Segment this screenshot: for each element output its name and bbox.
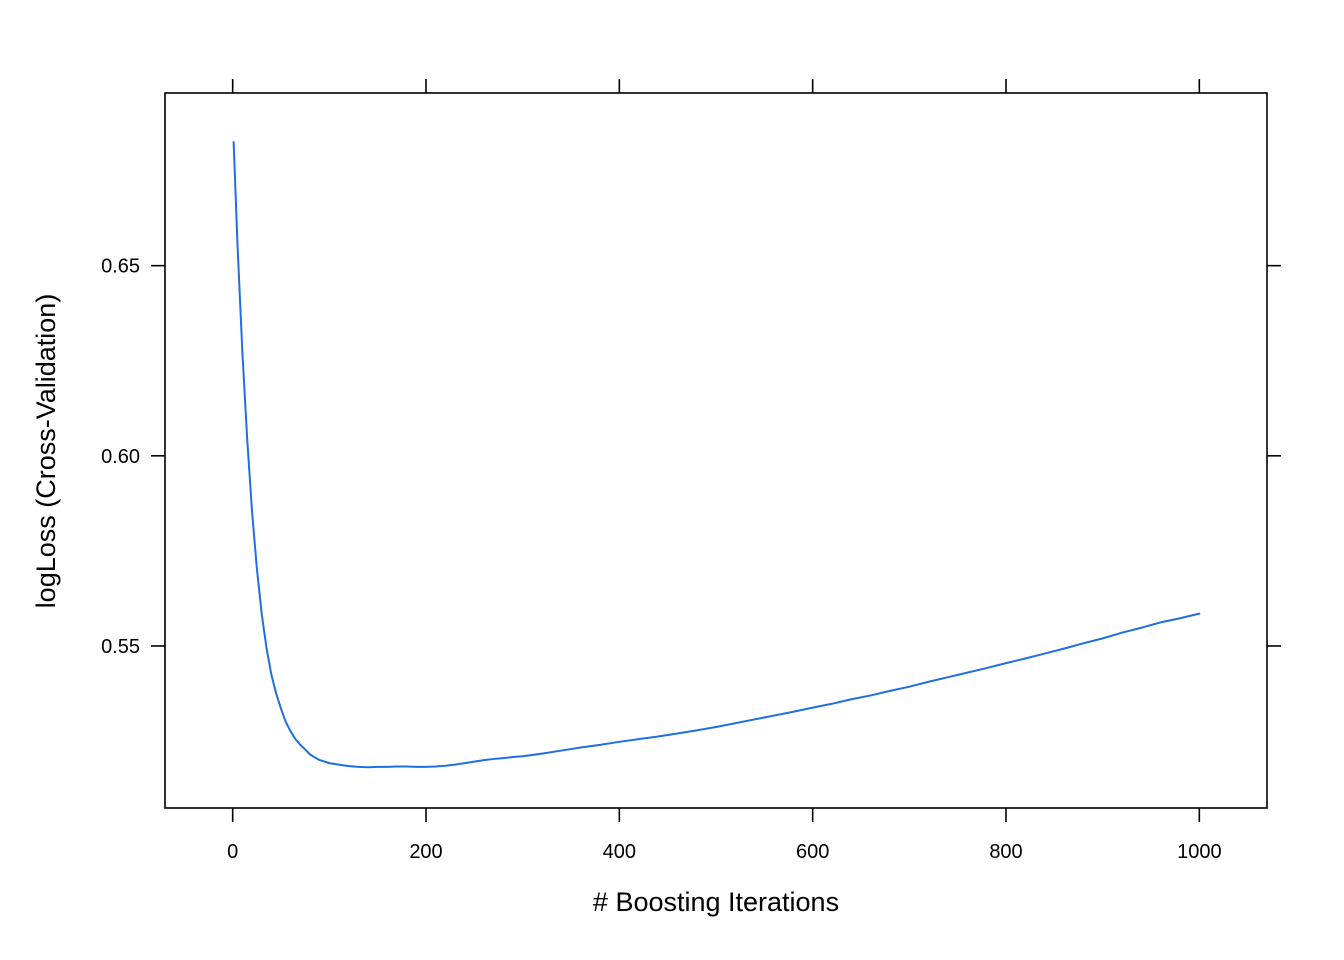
y-axis-title: logLoss (Cross-Validation)	[31, 294, 61, 609]
series-line	[232, 141, 1201, 769]
x-tick-label: 800	[989, 841, 1022, 863]
x-tick-label: 0	[227, 841, 238, 863]
x-tick-label: 600	[796, 841, 829, 863]
x-ticks-top	[231, 79, 1201, 93]
y-ticks-right	[1267, 264, 1281, 647]
x-tick-label: 200	[409, 841, 442, 863]
x-ticks-bottom	[231, 808, 1201, 822]
plot-frame	[164, 92, 1268, 809]
y-tick-labels: 0.55 0.60 0.65	[101, 256, 140, 658]
x-tick-label: 400	[603, 841, 636, 863]
x-axis-title: # Boosting Iterations	[593, 887, 839, 917]
x-tick-label: 1000	[1177, 841, 1222, 863]
x-tick-labels: 0 200 400 600 800 1000	[227, 841, 1221, 863]
y-ticks-left	[151, 264, 165, 647]
y-tick-label: 0.55	[101, 636, 140, 658]
y-tick-label: 0.65	[101, 256, 140, 278]
y-tick-label: 0.60	[101, 446, 140, 468]
